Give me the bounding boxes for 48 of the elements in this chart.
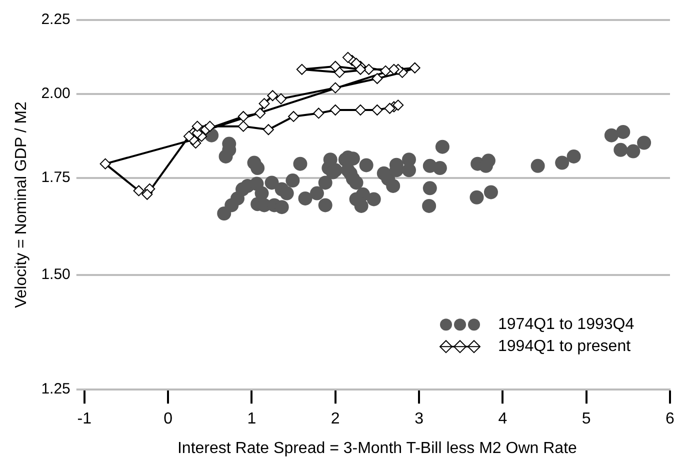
point xyxy=(363,64,374,75)
point xyxy=(409,62,420,74)
point xyxy=(238,110,249,122)
point xyxy=(262,124,274,136)
y-tick-label: 1.50 xyxy=(41,266,70,284)
point xyxy=(384,102,396,114)
point xyxy=(183,130,194,142)
point xyxy=(254,108,266,119)
point xyxy=(354,64,366,75)
y-tick-label: 2.25 xyxy=(41,11,70,28)
point xyxy=(388,64,400,75)
point xyxy=(204,120,216,132)
point xyxy=(275,93,286,104)
x-axis-title: Interest Rate Spread = 3-Month T-Bill less M2 Own Rate xyxy=(177,440,578,457)
legend-label: 1974Q1 to 1993Q4 xyxy=(498,316,634,334)
legend-label: 1994Q1 to present xyxy=(498,338,632,356)
point xyxy=(267,90,278,102)
point xyxy=(238,120,249,132)
point xyxy=(133,185,144,196)
y-axis-title: Velocity = Nominal GDP / M2 xyxy=(13,101,30,308)
point xyxy=(342,52,354,63)
point xyxy=(330,82,341,94)
x-tick-label: 3 xyxy=(414,410,424,428)
point xyxy=(313,108,324,119)
x-tick-label: 4 xyxy=(498,410,508,428)
x-tick-label: 1 xyxy=(247,410,256,428)
point xyxy=(296,64,308,75)
point xyxy=(330,60,341,72)
y-tick-label: 1.75 xyxy=(41,169,70,186)
x-tick-label: -1 xyxy=(77,410,92,428)
x-tick-label: 5 xyxy=(582,410,591,428)
y-tick-label: 1.25 xyxy=(41,380,70,398)
point xyxy=(354,104,366,116)
point xyxy=(392,100,404,111)
point xyxy=(288,110,300,122)
point xyxy=(258,98,270,110)
point xyxy=(372,73,383,84)
point xyxy=(372,104,383,116)
x-tick-label: 2 xyxy=(330,410,340,428)
x-tick-label: 0 xyxy=(164,410,173,428)
point xyxy=(380,65,392,76)
point xyxy=(334,66,346,78)
point xyxy=(192,120,203,132)
point xyxy=(100,158,111,170)
point xyxy=(330,104,341,116)
point xyxy=(350,58,362,69)
y-tick-label: 2.00 xyxy=(41,85,70,102)
x-tick-label: 6 xyxy=(666,410,675,428)
